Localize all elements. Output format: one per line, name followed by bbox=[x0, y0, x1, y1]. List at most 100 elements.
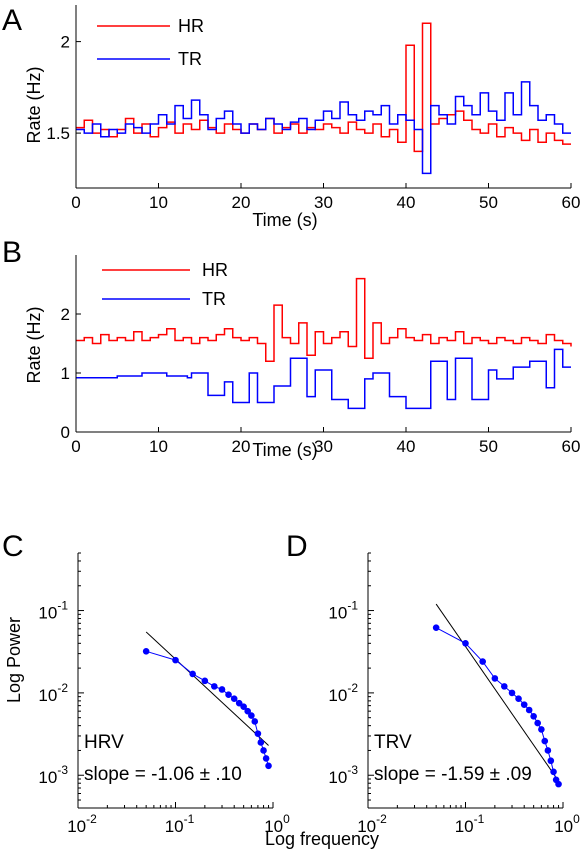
x-tick-label: 20 bbox=[232, 437, 251, 456]
data-point bbox=[201, 677, 209, 685]
data-point bbox=[248, 712, 255, 719]
x-tick-label: 40 bbox=[397, 193, 416, 212]
data-point bbox=[432, 624, 440, 631]
data-point bbox=[515, 695, 522, 703]
data-point bbox=[257, 739, 265, 746]
x-tick-label: 30 bbox=[314, 437, 333, 456]
x-tick-label: 20 bbox=[232, 193, 251, 212]
panel-b-chart: 0 10 20 30 40 50 60 0 1 2 HR TR Time (s) Rate (Hz… bbox=[24, 255, 580, 460]
data-point bbox=[534, 719, 541, 727]
data-point bbox=[479, 658, 486, 665]
panel-d-chart: 10-2 10-1 100 10-3 10-2 10-1 TRV slope = -1.5… bbox=[265, 552, 580, 849]
x-tick-label: 100 bbox=[264, 812, 290, 836]
panel-b-plot-area bbox=[76, 277, 572, 410]
x-tick-label: 10-1 bbox=[455, 812, 485, 836]
y-tick-label: 10-2 bbox=[328, 681, 358, 705]
panel-b-axes: 0 10 20 30 40 50 60 0 1 2 bbox=[61, 255, 581, 456]
y-tick-label: 10-1 bbox=[328, 599, 358, 623]
panel-d-axes: 10-2 10-1 100 10-3 10-2 10-1 bbox=[328, 552, 580, 836]
fit-line bbox=[435, 603, 559, 782]
x-tick-label: 0 bbox=[71, 437, 80, 456]
y-tick-label: 2 bbox=[61, 33, 70, 52]
fit-line bbox=[145, 631, 269, 746]
panel-c-annotation: slope = -1.06 ± .10 bbox=[84, 764, 242, 785]
data-point bbox=[230, 695, 238, 703]
data-point bbox=[142, 647, 150, 655]
panel-a-axes: 0 10 20 30 40 50 60 1.5 2 bbox=[46, 5, 580, 212]
data-point bbox=[189, 670, 196, 678]
data-line bbox=[435, 627, 559, 785]
data-point bbox=[508, 689, 516, 697]
x-tick-label: 0 bbox=[71, 193, 80, 212]
y-tick-label: 0 bbox=[61, 423, 70, 442]
panel-b-legend: HR TR bbox=[102, 260, 228, 309]
data-point bbox=[172, 656, 179, 664]
data-point bbox=[491, 675, 499, 682]
data-point bbox=[538, 726, 545, 733]
data-line bbox=[146, 650, 270, 767]
data-point bbox=[462, 640, 469, 647]
data-point bbox=[251, 718, 259, 725]
legend-hr-label: HR bbox=[178, 16, 204, 36]
panel-c-axes: 10-2 10-1 100 10-3 10-2 10-1 bbox=[38, 552, 290, 836]
x-tick-label: 10-1 bbox=[165, 812, 195, 836]
x-tick-label: 30 bbox=[314, 193, 333, 212]
data-point bbox=[530, 712, 537, 720]
panel-c-plot-area bbox=[142, 631, 272, 770]
panel-d-xlabel: Log frequency bbox=[265, 829, 379, 849]
panel-a-xlabel: Time (s) bbox=[252, 210, 317, 230]
panel-letter-b: B bbox=[2, 236, 22, 269]
panel-a-plot-area bbox=[76, 22, 571, 175]
panel-letter-a: A bbox=[2, 4, 22, 37]
data-point bbox=[244, 707, 251, 715]
y-tick-label: 10-3 bbox=[328, 763, 358, 787]
legend-tr-label: TR bbox=[178, 49, 202, 69]
series-hr-line bbox=[76, 22, 571, 153]
data-point bbox=[520, 701, 528, 708]
series-tr-line bbox=[76, 348, 571, 410]
y-tick-label: 10-2 bbox=[38, 681, 68, 705]
panel-a-chart: 0 10 20 30 40 50 60 1.5 2 HR TR Time (s) Rate (H… bbox=[24, 5, 580, 230]
legend-hr-label: HR bbox=[202, 260, 228, 280]
y-tick-label: 10-1 bbox=[38, 599, 68, 623]
x-tick-label: 10-2 bbox=[357, 812, 387, 836]
y-tick-label: 2 bbox=[61, 305, 70, 324]
data-point bbox=[541, 737, 549, 745]
legend-tr-label: TR bbox=[202, 289, 226, 309]
data-point bbox=[550, 768, 557, 776]
x-tick-label: 10 bbox=[149, 193, 168, 212]
panel-d-annotation: slope = -1.59 ± .09 bbox=[374, 764, 532, 785]
data-point bbox=[262, 755, 270, 762]
x-tick-label: 40 bbox=[397, 437, 416, 456]
panel-c-ylabel: Log Power bbox=[4, 617, 24, 703]
data-point bbox=[547, 757, 555, 765]
data-point bbox=[500, 683, 508, 690]
panel-letter-c: C bbox=[2, 530, 24, 563]
data-point bbox=[525, 706, 533, 714]
data-point bbox=[218, 686, 226, 693]
x-tick-label: 100 bbox=[554, 812, 580, 836]
panel-a-legend: HR TR bbox=[97, 16, 204, 69]
x-tick-label: 10 bbox=[149, 437, 168, 456]
y-tick-label: 1 bbox=[61, 364, 70, 383]
x-tick-label: 50 bbox=[479, 437, 498, 456]
data-point bbox=[254, 730, 262, 737]
panel-a-ylabel: Rate (Hz) bbox=[24, 66, 44, 143]
x-tick-label: 60 bbox=[562, 437, 581, 456]
x-tick-label: 50 bbox=[479, 193, 498, 212]
panel-c-chart: 10-2 10-1 100 10-3 10-2 10-1 HRV slope = -1.0… bbox=[4, 552, 290, 836]
panel-d-label: TRV bbox=[374, 732, 412, 753]
panel-b-xlabel: Time (s) bbox=[252, 440, 317, 460]
y-tick-label: 1.5 bbox=[46, 124, 70, 143]
y-tick-label: 10-3 bbox=[38, 763, 68, 787]
panel-c-label: HRV bbox=[84, 732, 124, 753]
series-tr-line bbox=[76, 81, 571, 175]
x-tick-label: 10-2 bbox=[67, 812, 97, 836]
data-point bbox=[235, 699, 243, 707]
panel-b-ylabel: Rate (Hz) bbox=[24, 306, 44, 383]
data-point bbox=[265, 762, 272, 770]
data-point bbox=[544, 747, 552, 754]
panel-d-plot-area bbox=[432, 603, 562, 788]
data-point bbox=[240, 703, 247, 710]
